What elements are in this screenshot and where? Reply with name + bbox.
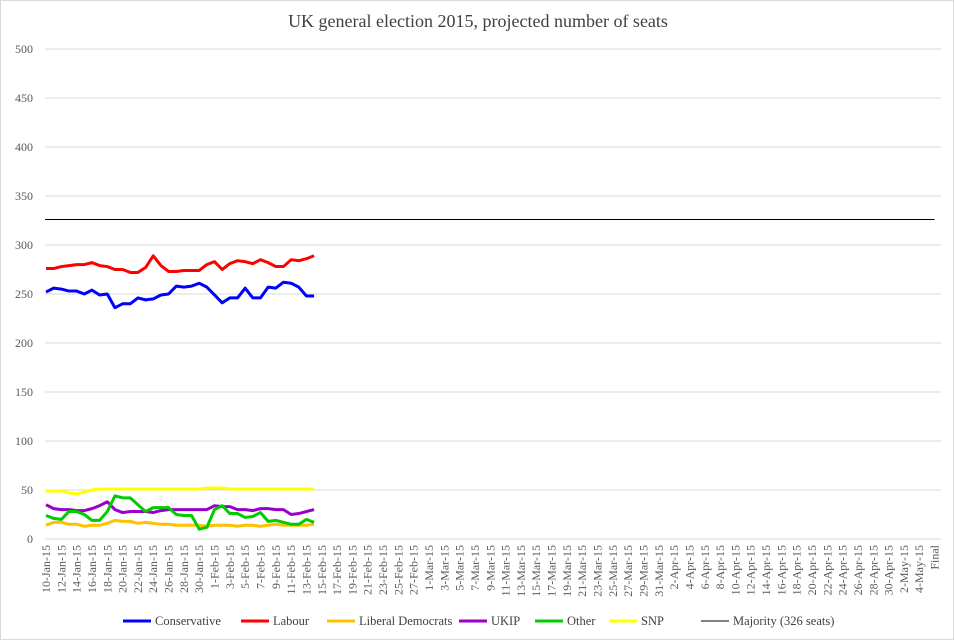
x-tick-label: 17-Feb-15 <box>330 545 344 595</box>
y-tick-label: 100 <box>15 434 33 448</box>
legend-label: SNP <box>641 614 664 628</box>
x-tick-label: 17-Mar-15 <box>545 545 559 597</box>
x-tick-label: 18-Apr-15 <box>790 545 804 595</box>
series-line-snp <box>46 486 315 496</box>
x-tick-label: 20-Apr-15 <box>805 545 819 595</box>
x-tick-label: 26-Jan-15 <box>162 545 176 593</box>
x-tick-label: 24-Apr-15 <box>836 545 850 595</box>
y-tick-label: 200 <box>15 336 33 350</box>
x-tick-label: 30-Jan-15 <box>192 545 206 593</box>
x-tick-label: 10-Apr-15 <box>728 545 742 595</box>
series-line-other <box>45 494 315 531</box>
x-tick-label: 9-Mar-15 <box>483 545 497 591</box>
x-tick-label: 7-Mar-15 <box>468 545 482 591</box>
legend-label: Labour <box>273 614 310 628</box>
x-tick-label: 12-Jan-15 <box>54 545 68 593</box>
x-tick-label: 13-Mar-15 <box>514 545 528 597</box>
x-tick-label: 9-Feb-15 <box>269 545 283 589</box>
chart-title: UK general election 2015, projected numb… <box>288 11 668 31</box>
x-tick-label: 23-Mar-15 <box>591 545 605 597</box>
legend-label: UKIP <box>491 614 520 628</box>
x-tick-label: 19-Feb-15 <box>345 545 359 595</box>
y-tick-label: 350 <box>15 189 33 203</box>
x-tick-label: 22-Apr-15 <box>820 545 834 595</box>
x-tick-label: 5-Feb-15 <box>238 545 252 589</box>
y-tick-label: 150 <box>15 385 33 399</box>
x-tick-label: 21-Feb-15 <box>361 545 375 595</box>
x-tick-label: 4-Apr-15 <box>682 545 696 589</box>
series-line-labour <box>46 254 315 274</box>
x-tick-label: 27-Mar-15 <box>621 545 635 597</box>
y-tick-label: 400 <box>15 140 33 154</box>
x-tick-label: 3-Mar-15 <box>437 545 451 591</box>
series-line-ukip <box>45 500 315 516</box>
x-tick-label: 20-Jan-15 <box>116 545 130 593</box>
x-tick-label: 2-May-15 <box>897 545 911 593</box>
x-tick-label: 14-Jan-15 <box>70 545 84 593</box>
x-tick-label: 4-May-15 <box>912 545 926 593</box>
x-tick-label: 19-Mar-15 <box>560 545 574 597</box>
legend-label: Conservative <box>155 614 221 628</box>
x-tick-label: 24-Jan-15 <box>146 545 160 593</box>
x-tick-label: 25-Mar-15 <box>606 545 620 597</box>
legend-label: Majority (326 seats) <box>733 614 834 628</box>
y-tick-label: 250 <box>15 287 33 301</box>
x-tick-label: 8-Apr-15 <box>713 545 727 589</box>
x-tick-label: 1-Feb-15 <box>208 545 222 589</box>
x-tick-label: 6-Apr-15 <box>698 545 712 589</box>
x-tick-label: 30-Apr-15 <box>882 545 896 595</box>
x-tick-label: 21-Mar-15 <box>575 545 589 597</box>
series-line-liberal-democrats <box>45 518 315 528</box>
x-tick-label: 14-Apr-15 <box>759 545 773 595</box>
x-tick-label: 11-Mar-15 <box>499 545 513 596</box>
series-line-conservative <box>45 280 315 310</box>
x-tick-label: 5-Mar-15 <box>453 545 467 591</box>
x-tick-label: 1-Mar-15 <box>422 545 436 591</box>
x-tick-label: 16-Apr-15 <box>774 545 788 595</box>
x-tick-label: 25-Feb-15 <box>391 545 405 595</box>
x-tick-label: 15-Mar-15 <box>529 545 543 597</box>
x-tick-label: 13-Feb-15 <box>299 545 313 595</box>
x-tick-label: Final <box>928 544 942 569</box>
x-tick-label: 15-Feb-15 <box>315 545 329 595</box>
y-tick-label: 0 <box>27 532 33 546</box>
x-tick-label: 18-Jan-15 <box>100 545 114 593</box>
x-tick-label: 29-Mar-15 <box>636 545 650 597</box>
x-tick-label: 3-Feb-15 <box>223 545 237 589</box>
legend-label: Other <box>567 614 596 628</box>
legend-label: Liberal Democrats <box>359 614 452 628</box>
x-tick-label: 10-Jan-15 <box>39 545 53 593</box>
x-tick-label: 28-Apr-15 <box>866 545 880 595</box>
x-tick-label: 16-Jan-15 <box>85 545 99 593</box>
y-tick-label: 300 <box>15 238 33 252</box>
x-tick-label: 22-Jan-15 <box>131 545 145 593</box>
x-tick-label: 12-Apr-15 <box>744 545 758 595</box>
x-tick-label: 2-Apr-15 <box>667 545 681 589</box>
x-tick-label: 26-Apr-15 <box>851 545 865 595</box>
x-tick-label: 27-Feb-15 <box>407 545 421 595</box>
y-tick-label: 50 <box>21 483 33 497</box>
y-tick-label: 500 <box>15 42 33 56</box>
x-tick-label: 28-Jan-15 <box>177 545 191 593</box>
x-tick-label: 31-Mar-15 <box>652 545 666 597</box>
x-tick-label: 11-Feb-15 <box>284 545 298 595</box>
y-tick-label: 450 <box>15 91 33 105</box>
x-tick-label: 7-Feb-15 <box>253 545 267 589</box>
x-tick-label: 23-Feb-15 <box>376 545 390 595</box>
